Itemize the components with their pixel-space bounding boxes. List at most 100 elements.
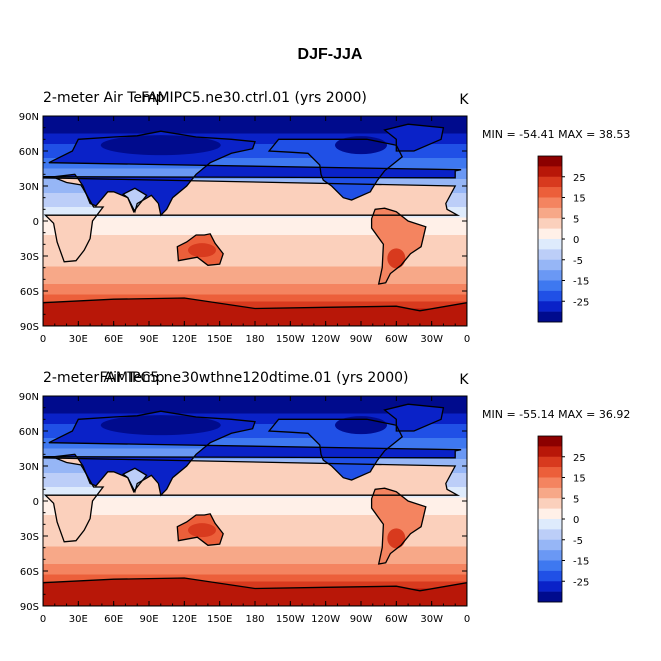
colorbar-swatch: [538, 218, 562, 229]
temperature-band: [43, 273, 467, 278]
temperature-band: [43, 137, 467, 142]
coastline-australia: [176, 233, 224, 266]
temperature-band: [43, 410, 467, 415]
x-tick-label: 180: [245, 614, 264, 625]
temperature-band: [43, 214, 467, 219]
australia-warm-core: [188, 243, 216, 258]
panel-1-case-title: FAMIPC5.ne30.ctrl.01 (yrs 2000): [141, 90, 367, 106]
temperature-band: [43, 249, 467, 254]
temperature-band: [43, 130, 467, 135]
temperature-band: [43, 238, 467, 243]
temperature-band: [43, 144, 467, 149]
y-tick-label: 30S: [20, 532, 39, 543]
y-tick-label: 30N: [19, 182, 39, 193]
temperature-band: [43, 424, 467, 429]
temperature-band: [43, 235, 467, 240]
argentina-warm-core: [387, 248, 406, 269]
coastline-antarctica: [43, 297, 467, 326]
temperature-band: [43, 532, 467, 537]
y-tick-label: 0: [33, 497, 39, 508]
temperature-band: [43, 497, 467, 502]
temperature-band: [43, 553, 467, 558]
temperature-band: [43, 277, 467, 282]
temperature-band: [43, 434, 467, 439]
temperature-band: [43, 147, 467, 152]
x-tick-label: 30W: [420, 614, 443, 625]
temperature-band: [43, 574, 467, 579]
colorbar-tick-label: -25: [573, 577, 589, 588]
temperature-band: [43, 564, 467, 569]
coastline-australia: [176, 513, 224, 546]
colorbar-swatch: [538, 467, 562, 478]
panel-2-units: K: [459, 372, 469, 388]
y-tick-label: 90N: [19, 112, 39, 123]
siberia-cold-core: [100, 415, 221, 436]
panel-1-units: K: [459, 92, 469, 108]
x-tick-label: 90E: [139, 334, 158, 345]
colorbar-swatch: [538, 259, 562, 271]
colorbar-swatch: [538, 239, 562, 250]
y-tick-label: 60N: [19, 147, 39, 158]
temperature-band: [43, 301, 467, 306]
temperature-band: [43, 133, 467, 138]
temperature-band: [43, 546, 467, 551]
colorbar-swatch: [538, 166, 562, 178]
coastline-south-america: [370, 487, 427, 565]
temperature-band: [43, 270, 467, 275]
colorbar-swatch: [538, 436, 562, 447]
colorbar-tick-label: -25: [573, 297, 589, 308]
siberia-cold-core: [100, 135, 221, 156]
temperature-band: [43, 550, 467, 555]
temperature-band: [43, 287, 467, 292]
argentina-warm-core: [387, 528, 406, 549]
x-tick-label: 30E: [69, 614, 88, 625]
colorbar-swatch: [538, 591, 562, 603]
temperature-band: [43, 508, 467, 513]
colorbar-swatch: [538, 539, 562, 551]
colorbar-swatch: [538, 446, 562, 458]
coastline-south-america: [370, 207, 427, 285]
temperature-band: [43, 228, 467, 233]
x-tick-label: 90W: [350, 334, 373, 345]
x-tick-label: 30E: [69, 334, 88, 345]
temperature-band: [43, 221, 467, 226]
temperature-band: [43, 441, 467, 446]
temperature-band: [43, 158, 467, 163]
temperature-band: [43, 161, 467, 166]
temperature-band: [43, 399, 467, 404]
panel-2-min-max: MIN = -55.14 MAX = 36.92: [482, 408, 630, 421]
temperature-band: [43, 151, 467, 156]
x-tick-label: 0: [40, 334, 46, 345]
temperature-band: [43, 543, 467, 548]
temperature-band: [43, 578, 467, 583]
x-tick-label: 60W: [385, 334, 408, 345]
land-anomaly-south-america: [371, 208, 426, 284]
colorbar-swatch: [538, 301, 562, 312]
y-tick-label: 30N: [19, 462, 39, 473]
panel-2-map: [43, 396, 467, 606]
temperature-band: [43, 406, 467, 411]
y-tick-label: 90S: [20, 602, 39, 613]
x-tick-label: 120E: [172, 614, 197, 625]
figure-title: DJF-JJA: [298, 46, 363, 63]
temperature-band: [43, 504, 467, 509]
y-tick-label: 60S: [20, 287, 39, 298]
colorbar-swatch: [538, 508, 562, 520]
colorbar-swatch: [538, 311, 562, 323]
y-tick-label: 60N: [19, 427, 39, 438]
coastline-greenland: [383, 403, 445, 432]
temperature-band: [43, 585, 467, 590]
temperature-band: [43, 123, 467, 128]
y-tick-label: 90S: [20, 322, 39, 333]
colorbar-swatch: [538, 550, 562, 561]
x-tick-label: 120W: [311, 614, 340, 625]
y-tick-label: 90N: [19, 392, 39, 403]
x-tick-label: 0: [464, 614, 470, 625]
colorbar-tick-label: -5: [573, 256, 583, 267]
coastline-india: [121, 187, 148, 213]
colorbar-swatch: [538, 197, 562, 209]
x-tick-label: 150W: [276, 334, 305, 345]
x-tick-label: 90W: [350, 614, 373, 625]
colorbar-swatch: [538, 270, 562, 281]
temperature-band: [43, 417, 467, 422]
